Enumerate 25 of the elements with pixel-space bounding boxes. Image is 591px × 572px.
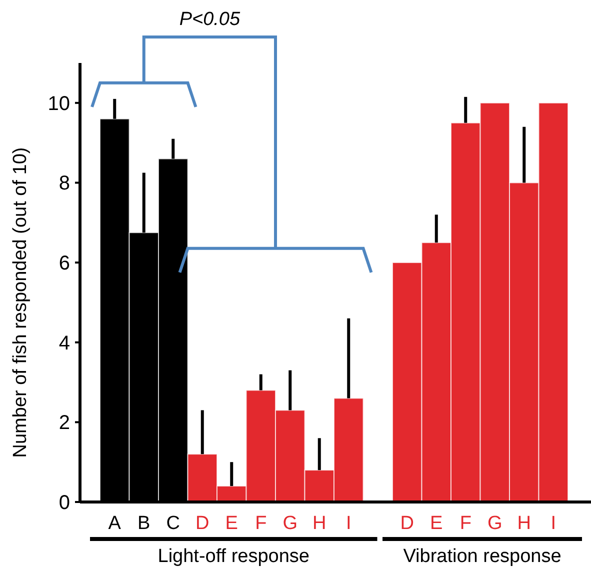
x-tick-label: I	[346, 513, 352, 534]
text: P<0.05	[179, 9, 240, 30]
y-tick-label: 10	[48, 92, 70, 115]
x-tick-label: C	[166, 513, 180, 534]
text: Light-off response	[158, 546, 310, 567]
y-tick-label: 8	[58, 172, 70, 195]
y-tick-label: 2	[58, 412, 70, 434]
x-tick-label: E	[225, 513, 238, 534]
y-tick-label: 4	[58, 332, 70, 354]
x-tick-label: F	[460, 513, 472, 534]
y-tick-label: 6	[58, 252, 70, 275]
x-tick-label: G	[487, 513, 502, 534]
x-tick-label: H	[517, 513, 531, 534]
y-tick-label: 0	[58, 492, 70, 514]
text: Vibration response	[403, 546, 562, 567]
x-tick-label: F	[255, 513, 267, 534]
x-tick-label: D	[196, 513, 210, 534]
y-axis-title: Number of fish responded (out of 10)	[10, 147, 31, 458]
x-tick-label: I	[550, 513, 556, 534]
x-tick-label: E	[430, 513, 443, 534]
x-tick-label: G	[282, 513, 298, 534]
x-tick-label: A	[108, 513, 122, 534]
x-tick-label: B	[138, 513, 150, 534]
x-tick-label: D	[400, 513, 414, 534]
x-tick-label: H	[312, 513, 326, 534]
